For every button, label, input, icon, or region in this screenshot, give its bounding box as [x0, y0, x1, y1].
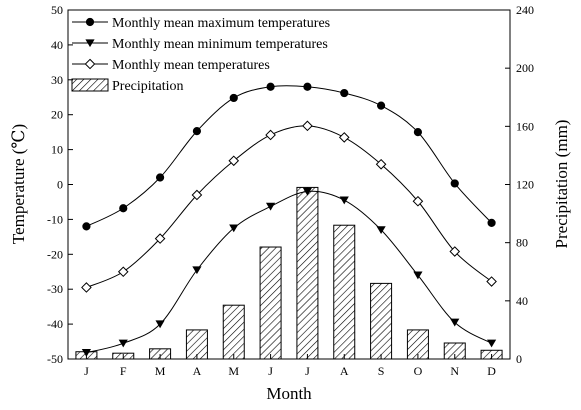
precipitation-bar: [370, 282, 393, 360]
right-tick-label: 0: [516, 352, 522, 366]
left-tick-label: 10: [51, 143, 63, 157]
mean-temp-point: [154, 233, 166, 244]
x-tick-label: N: [450, 364, 459, 378]
mean-temp-point: [375, 158, 387, 170]
mean-temp-point: [412, 195, 424, 207]
min-temp-point: [302, 187, 313, 196]
min-temp-point: [450, 318, 460, 327]
mean-temp-point: [486, 276, 497, 287]
left-tick-label: 50: [51, 3, 63, 17]
min-temp-point: [81, 349, 92, 357]
max-temp-point: [192, 127, 202, 136]
max-temp-point: [119, 204, 128, 213]
min-temp-point: [155, 320, 165, 329]
x-axis-title: Month: [266, 384, 312, 403]
axes: -50 -40 -30 -20 -10 0 10 20 30 40 50 0 40 80 120 160 200…: [47, 3, 534, 378]
min-temp-point: [376, 226, 386, 235]
mean-temp-point: [265, 129, 276, 141]
min-temp-line: [86, 190, 492, 354]
y-axis-right-title: Precipitation (mm): [552, 120, 571, 249]
x-tick-label: J: [305, 364, 310, 378]
left-tick-label: -50: [47, 352, 63, 366]
x-tick-label: A: [340, 364, 349, 378]
legend-label: Monthly mean maximum temperatures: [112, 16, 330, 31]
right-tick-label: 120: [516, 178, 534, 192]
mean-temp-point: [449, 246, 461, 257]
legend-marker: [85, 17, 95, 27]
legend: Monthly mean maximum temperatures Monthly…: [71, 16, 330, 94]
temperature-lines: [81, 82, 497, 357]
left-tick-label: 30: [51, 73, 63, 87]
legend-label: Precipitation: [112, 79, 184, 94]
x-tick-label: A: [193, 364, 202, 378]
x-tick-label: F: [120, 364, 127, 378]
mean-temp-point: [81, 282, 92, 293]
precipitation-bars: [75, 186, 503, 360]
right-tick-label: 80: [516, 236, 528, 250]
max-temp-point: [340, 88, 349, 98]
right-tick-label: 40: [516, 294, 528, 308]
precipitation-bar: [222, 304, 245, 360]
x-tick-label: M: [228, 364, 239, 378]
y-axis-left-title: Temperature (℃): [9, 124, 28, 244]
legend-marker: [84, 58, 96, 70]
left-tick-label: -30: [47, 282, 63, 296]
mean-temp-point: [302, 120, 313, 132]
min-temp-point: [339, 196, 349, 205]
left-tick-label: 40: [51, 38, 63, 52]
x-tick-label: D: [487, 364, 496, 378]
x-tick-label: O: [414, 364, 423, 378]
max-temp-point: [487, 218, 496, 227]
mean-temp-point: [338, 132, 350, 143]
precipitation-bar: [259, 246, 282, 360]
min-temp-point: [413, 271, 423, 280]
right-tick-label: 240: [516, 3, 534, 17]
left-tick-label: -20: [47, 247, 63, 261]
max-temp-line: [86, 85, 492, 227]
max-temp-point: [376, 101, 386, 110]
max-temp-point: [82, 222, 91, 231]
min-temp-point: [486, 339, 497, 348]
min-temp-point: [192, 266, 202, 275]
legend-label: Monthly mean temperatures: [112, 58, 270, 73]
min-temp-point: [265, 202, 276, 211]
max-temp-point: [266, 82, 275, 91]
precipitation-bar: [296, 186, 319, 360]
precipitation-bar: [333, 224, 356, 360]
left-tick-label: 20: [51, 108, 63, 122]
max-temp-point: [155, 173, 165, 182]
right-tick-label: 200: [516, 61, 534, 75]
legend-swatch: [71, 78, 109, 92]
min-temp-point: [118, 339, 128, 348]
max-temp-point: [303, 82, 312, 91]
max-temp-point: [413, 128, 423, 137]
left-tick-label: -10: [47, 212, 63, 226]
mean-temp-line: [86, 125, 492, 288]
max-temp-point: [450, 179, 459, 188]
mean-temp-point: [191, 189, 203, 201]
max-temp-point: [229, 93, 238, 103]
min-temp-point: [229, 224, 239, 233]
legend-label: Monthly mean minimum temperatures: [112, 37, 328, 52]
x-tick-label: M: [155, 364, 166, 378]
right-tick-label: 160: [516, 119, 534, 133]
mean-temp-point: [117, 266, 129, 278]
left-tick-label: 0: [57, 178, 63, 192]
legend-marker: [85, 39, 95, 48]
x-tick-label: J: [268, 364, 273, 378]
mean-temp-point: [228, 155, 240, 167]
left-tick-label: -40: [47, 317, 63, 331]
x-tick-label: S: [378, 364, 385, 378]
x-tick-label: J: [84, 364, 89, 378]
